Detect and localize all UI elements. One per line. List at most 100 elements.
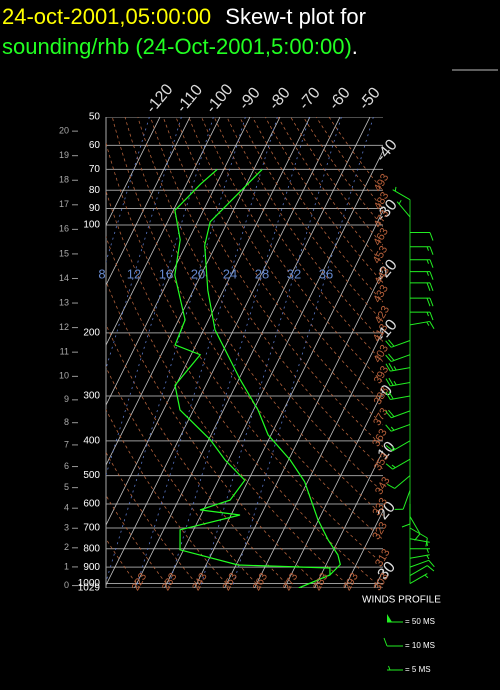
barb-shaft (394, 475, 411, 489)
wind-barb (409, 320, 435, 330)
wind-barb (401, 503, 411, 528)
barb-feather (383, 637, 388, 647)
wind-barb (410, 232, 434, 241)
barb-shaft (392, 458, 411, 470)
barb-shaft (391, 340, 411, 348)
barb-shaft (409, 527, 428, 539)
dry-adiabat (188, 117, 383, 404)
barb-feather (385, 445, 393, 452)
barb-shaft (391, 423, 411, 432)
wind-barb (410, 246, 434, 255)
mixing-label: 16 (159, 266, 173, 281)
barb-feather (388, 391, 394, 400)
dry-adiabat (106, 141, 383, 565)
wind-barb (392, 186, 411, 201)
height-tick-label: 4 (64, 503, 69, 513)
isotherm (106, 117, 221, 346)
barb-shaft (409, 516, 421, 535)
y-tick-label: 500 (83, 470, 100, 481)
barb-half (426, 321, 430, 326)
barb-feather (429, 311, 434, 321)
isotherm (106, 117, 281, 466)
wind-barb (410, 297, 434, 307)
barb-shaft (396, 201, 411, 218)
wind-barb (409, 559, 435, 568)
wind-barb (385, 458, 411, 470)
barb-feather (385, 391, 391, 400)
barb-half (426, 259, 429, 264)
barb-shaft (390, 367, 411, 372)
barb-shaft (409, 559, 429, 568)
height-tick-label: 7 (64, 439, 69, 449)
height-tick-label: 6 (64, 461, 69, 471)
dry-adiabat (106, 189, 382, 588)
dry-adiabat (150, 117, 383, 470)
barb-shaft (409, 554, 430, 559)
mixing-label: 20 (191, 266, 205, 281)
dry-adiabat (111, 117, 383, 541)
barb-feather (429, 321, 435, 330)
y-tick-label: 900 (83, 562, 100, 573)
dry-adiabat (213, 117, 383, 363)
dry-adiabat (315, 117, 383, 210)
wind-barb (410, 259, 434, 268)
wind-legend-label: = 5 MS (405, 665, 431, 674)
height-tick-label: 20 (59, 126, 69, 136)
barb-feather (385, 410, 392, 419)
dry-adiabat (106, 235, 352, 588)
wind-barb (386, 475, 411, 489)
profile-line (204, 168, 341, 588)
plot-area (106, 117, 383, 588)
dry-adiabat (106, 366, 261, 588)
dry-adiabat (106, 280, 322, 588)
barb-feather (426, 282, 431, 291)
barb-feather (388, 377, 394, 386)
title-text: Skew-t plot for (225, 4, 366, 29)
barb-shaft (409, 320, 430, 326)
wind-barb (409, 573, 429, 584)
mixing-label: 24 (223, 266, 237, 281)
isotherm (284, 390, 383, 588)
barb-feather (429, 259, 434, 268)
y-tick-label: 600 (83, 499, 100, 510)
barb-half (398, 199, 402, 205)
barb-half (394, 186, 397, 192)
wind-barb (410, 282, 434, 291)
height-tick-label: 5 (64, 482, 69, 492)
barb-half (426, 548, 429, 553)
barb-feather (385, 378, 391, 387)
y-tick-label: 1000 (78, 578, 101, 589)
wind-barb (385, 339, 411, 348)
barb-feather (429, 282, 434, 291)
barb-feather (386, 483, 395, 489)
mixing-line (135, 117, 278, 588)
barb-feather (385, 363, 391, 372)
mixing-label: 28 (255, 266, 269, 281)
isotherm (254, 330, 383, 588)
height-tick-label: 14 (59, 273, 69, 283)
y-tick-label: 200 (83, 328, 100, 339)
barb-half (426, 246, 429, 251)
height-tick-label: 2 (64, 542, 69, 552)
barb-half (393, 380, 397, 386)
barb-feather (401, 523, 411, 528)
mixing-line (199, 117, 342, 588)
wind-legend-barb (387, 665, 403, 671)
wind-barb (385, 423, 411, 432)
mixing-line (167, 117, 310, 588)
barb-half (424, 574, 429, 579)
y-tick-label: 50 (89, 112, 101, 123)
barb-feather (385, 463, 393, 470)
dry-adiabat (137, 117, 383, 493)
wind-legend-label: = 50 MS (405, 617, 435, 626)
wind-barb (385, 409, 411, 419)
y-tick-label: 90 (89, 203, 101, 214)
height-tick-label: 10 (59, 371, 69, 381)
barb-shaft (402, 490, 411, 510)
height-tick-label: 9 (64, 394, 69, 404)
height-tick-label: 18 (59, 175, 69, 185)
barb-shaft (392, 440, 411, 452)
height-tick-label: 12 (59, 322, 69, 332)
barb-pennant (387, 614, 392, 622)
